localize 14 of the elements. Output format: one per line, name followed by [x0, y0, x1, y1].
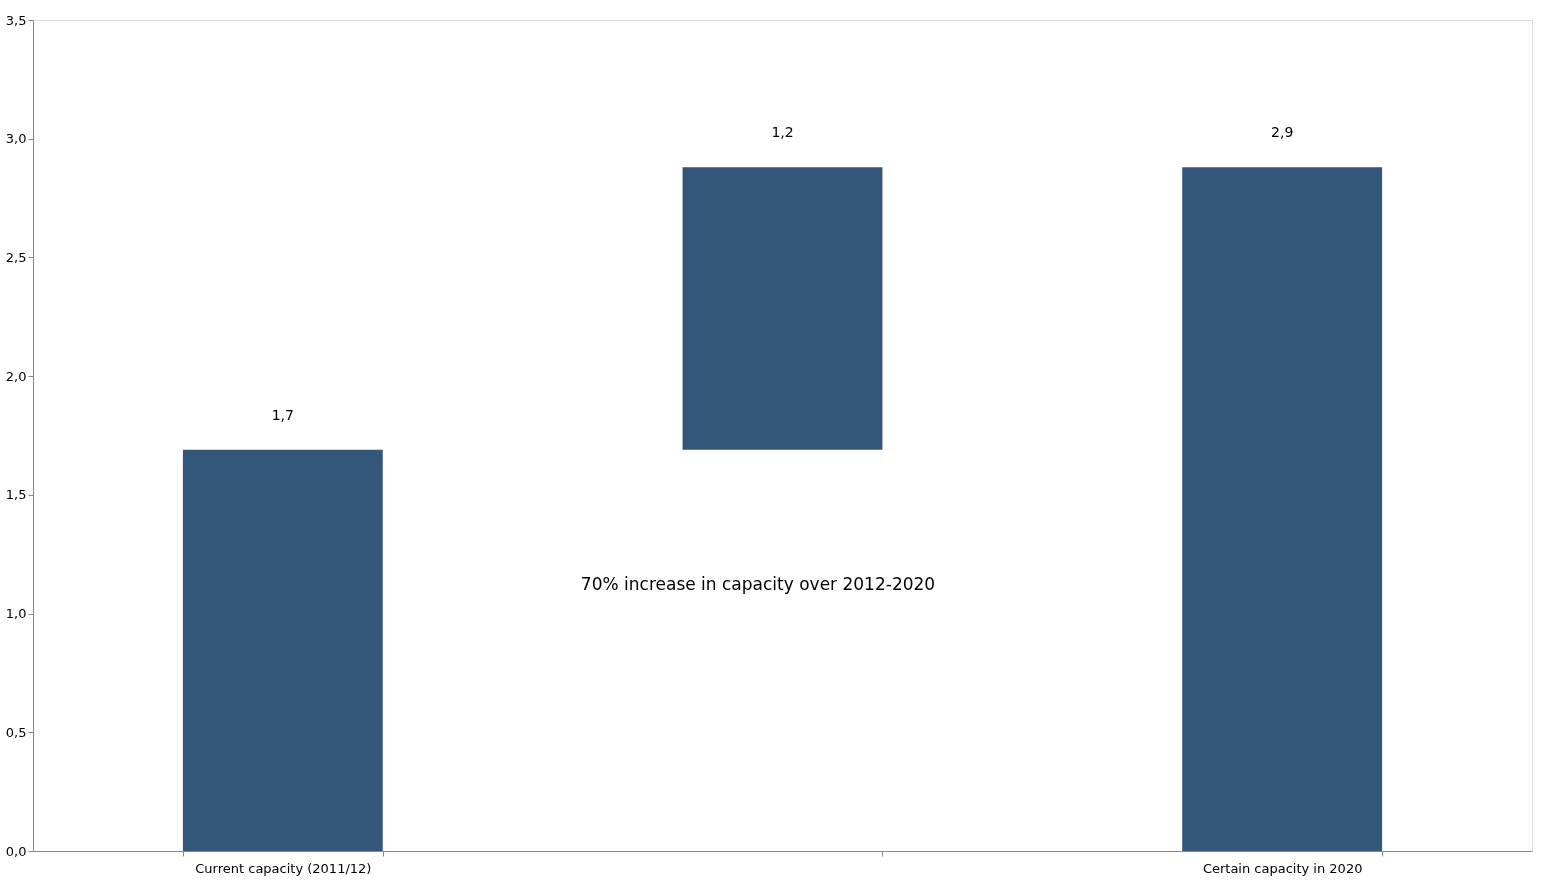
data-label: 1,2	[771, 124, 794, 141]
annotation: 70% increase in capacity over 2012-2020	[580, 574, 936, 594]
x-tick-label: Current capacity (2011/12)	[195, 860, 372, 876]
y-tick-label: 0,5	[5, 724, 27, 740]
y-tick-label: 2,5	[5, 249, 27, 265]
y-tick-label: 0,0	[5, 843, 27, 859]
data-label: 2,9	[1271, 124, 1294, 141]
y-tick-label: 1,5	[5, 487, 27, 503]
x-tick-label: Certain capacity in 2020	[1202, 860, 1363, 876]
y-tick-label: 2,0	[5, 368, 27, 384]
y-tick-label: 3,0	[5, 131, 27, 147]
y-tick-label: 3,5	[5, 12, 27, 28]
data-label: 1,7	[271, 406, 294, 423]
y-tick-label: 1,0	[5, 606, 27, 622]
